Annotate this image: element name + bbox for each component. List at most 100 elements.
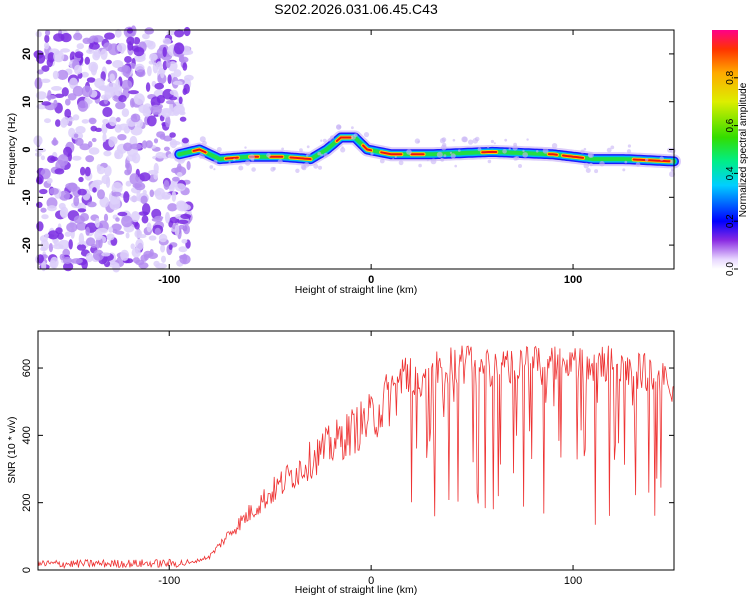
noise-blob (145, 140, 153, 149)
ridge-speckle (228, 161, 231, 164)
noise-blob (140, 195, 148, 205)
noise-blob (123, 125, 131, 134)
noise-blob (141, 215, 149, 224)
noise-blob (182, 87, 188, 96)
ridge-speckle (669, 159, 675, 164)
ridge-speckle (233, 158, 236, 161)
x-tick-label: -100 (158, 274, 180, 286)
ridge-speckle (398, 160, 404, 166)
noise-blob (64, 108, 72, 119)
ridge-speckle (627, 144, 632, 148)
spectrogram-x-axis-title: Height of straight line (km) (295, 284, 418, 296)
noise-blob (106, 233, 115, 241)
noise-blob (36, 221, 44, 232)
noise-blob (55, 119, 61, 127)
noise-blob (47, 205, 57, 212)
noise-blob (84, 166, 91, 177)
noise-blob (108, 226, 114, 233)
noise-blob (44, 42, 50, 50)
ridge-peak-segment (224, 156, 239, 160)
spectral-ridge (172, 124, 681, 178)
colorbar-tick-label: 0.2 (725, 214, 736, 228)
ridge-speckle (667, 147, 673, 153)
noise-blob (108, 116, 117, 127)
noise-blob (169, 89, 178, 96)
colorbar: 0.0 0.2 0.4 0.6 0.8 Normalized spectral ampl… (712, 30, 749, 276)
noise-blob (138, 211, 149, 216)
noise-blob (160, 244, 166, 253)
ridge-speckle (439, 138, 446, 144)
ridge-speckle (583, 147, 587, 151)
noise-blob (35, 147, 47, 153)
noise-blob (155, 152, 166, 159)
noise-blob (149, 53, 158, 61)
ridge-speckle (454, 164, 458, 168)
noise-blob (154, 215, 164, 220)
noise-blob (181, 239, 188, 244)
noise-blob (108, 136, 115, 148)
noise-blob (182, 62, 188, 71)
noise-blob (59, 209, 67, 217)
ridge-speckle (216, 147, 222, 152)
ridge-speckle (307, 152, 311, 156)
figure-title: S202.2026.031.06.45.C43 (274, 1, 438, 17)
snr-ticks: -100 0 100 0 200 400 600 (21, 331, 674, 587)
ridge-speckle (522, 149, 525, 153)
noise-blob (178, 246, 188, 253)
noise-blob (176, 163, 182, 173)
noise-blob (78, 232, 85, 245)
ridge-speckle (583, 162, 590, 169)
ridge-speckle (493, 142, 496, 145)
noise-blob (111, 191, 122, 197)
noise-blob (46, 95, 57, 100)
noise-blob (107, 261, 120, 268)
noise-blob (71, 258, 83, 264)
noise-blob (167, 74, 172, 85)
noise-blob (90, 63, 98, 76)
ridge-speckle (350, 134, 356, 140)
snr-frame (37, 330, 675, 571)
ridge-speckle (535, 150, 539, 153)
ridge-speckle (317, 151, 322, 156)
noise-blob (153, 260, 160, 267)
ridge-speckle (458, 149, 461, 152)
ridge-speckle (341, 146, 344, 149)
ridge-peak-segment (562, 154, 585, 159)
noise-blob (41, 101, 52, 106)
noise-blob (39, 188, 48, 195)
y-tick-label: 10 (21, 96, 33, 108)
noise-blob (76, 43, 85, 50)
noise-blob (72, 155, 82, 161)
noise-blob (142, 189, 147, 195)
noise-blob (87, 201, 97, 208)
ridge-speckle (318, 165, 322, 170)
noise-blob (41, 214, 49, 220)
ridge-speckle (430, 158, 437, 165)
noise-blob (111, 182, 123, 194)
noise-blob (115, 101, 126, 110)
ridge-speckle (645, 158, 649, 162)
noise-blob (174, 29, 185, 38)
ridge-peak-segment (380, 151, 403, 156)
ridge-speckle (320, 139, 323, 142)
noise-blob (173, 42, 185, 55)
noise-blob (145, 82, 151, 92)
ridge-speckle (336, 124, 342, 130)
y-tick-label: 20 (21, 48, 33, 60)
noise-blob (133, 93, 145, 105)
noise-blob (136, 69, 146, 78)
noise-blob (165, 211, 170, 224)
snr-y-axis-title: SNR (10 * v/v) (6, 416, 18, 483)
noise-blob (92, 179, 103, 186)
noise-blob (109, 73, 115, 82)
noise-blob (114, 152, 120, 159)
noise-blob (178, 224, 186, 230)
y-tick-label: 0 (21, 567, 33, 573)
ridge-speckle (322, 138, 327, 143)
noise-blob (123, 191, 130, 203)
noise-blob (73, 133, 79, 138)
noise-blob (144, 27, 154, 35)
noise-blob (154, 82, 164, 90)
